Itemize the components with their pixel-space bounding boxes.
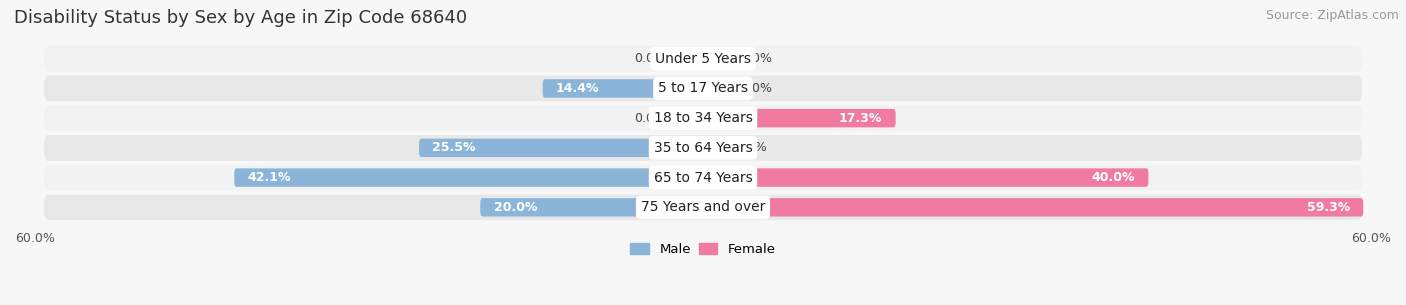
Text: 42.1%: 42.1% bbox=[247, 171, 291, 184]
FancyBboxPatch shape bbox=[481, 198, 703, 217]
Text: 0.0%: 0.0% bbox=[634, 52, 666, 65]
Text: 2.1%: 2.1% bbox=[735, 142, 768, 154]
FancyBboxPatch shape bbox=[44, 46, 1362, 71]
FancyBboxPatch shape bbox=[703, 198, 1364, 217]
FancyBboxPatch shape bbox=[419, 139, 703, 157]
FancyBboxPatch shape bbox=[703, 49, 731, 68]
Text: 18 to 34 Years: 18 to 34 Years bbox=[654, 111, 752, 125]
FancyBboxPatch shape bbox=[543, 79, 703, 98]
Text: 0.0%: 0.0% bbox=[634, 112, 666, 125]
Text: 65 to 74 Years: 65 to 74 Years bbox=[654, 170, 752, 185]
FancyBboxPatch shape bbox=[675, 109, 703, 127]
Legend: Male, Female: Male, Female bbox=[626, 237, 780, 261]
FancyBboxPatch shape bbox=[44, 105, 1362, 131]
Text: 40.0%: 40.0% bbox=[1091, 171, 1135, 184]
FancyBboxPatch shape bbox=[703, 79, 731, 98]
Text: 35 to 64 Years: 35 to 64 Years bbox=[654, 141, 752, 155]
Text: Source: ZipAtlas.com: Source: ZipAtlas.com bbox=[1265, 9, 1399, 22]
Text: 59.3%: 59.3% bbox=[1306, 201, 1350, 214]
FancyBboxPatch shape bbox=[675, 49, 703, 68]
Text: Under 5 Years: Under 5 Years bbox=[655, 52, 751, 66]
FancyBboxPatch shape bbox=[44, 76, 1362, 101]
FancyBboxPatch shape bbox=[44, 135, 1362, 161]
FancyBboxPatch shape bbox=[44, 165, 1362, 190]
FancyBboxPatch shape bbox=[235, 168, 703, 187]
Text: 0.0%: 0.0% bbox=[740, 52, 772, 65]
Text: Disability Status by Sex by Age in Zip Code 68640: Disability Status by Sex by Age in Zip C… bbox=[14, 9, 467, 27]
Text: 75 Years and over: 75 Years and over bbox=[641, 200, 765, 214]
Text: 14.4%: 14.4% bbox=[555, 82, 599, 95]
Text: 25.5%: 25.5% bbox=[433, 142, 477, 154]
Text: 17.3%: 17.3% bbox=[839, 112, 882, 125]
FancyBboxPatch shape bbox=[703, 139, 727, 157]
FancyBboxPatch shape bbox=[703, 109, 896, 127]
Text: 20.0%: 20.0% bbox=[494, 201, 537, 214]
FancyBboxPatch shape bbox=[44, 195, 1362, 220]
Text: 0.0%: 0.0% bbox=[740, 82, 772, 95]
FancyBboxPatch shape bbox=[703, 168, 1149, 187]
Text: 5 to 17 Years: 5 to 17 Years bbox=[658, 81, 748, 95]
